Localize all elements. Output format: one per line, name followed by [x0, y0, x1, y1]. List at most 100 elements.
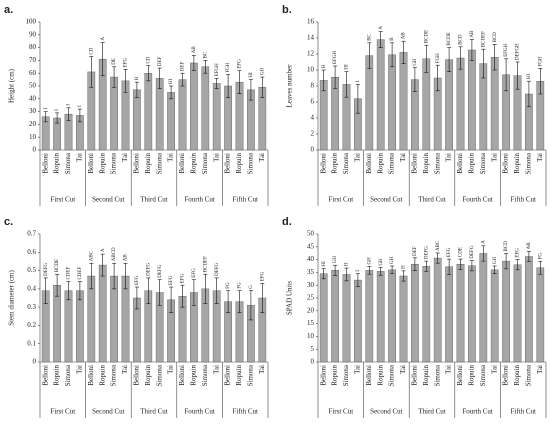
significance-letter: GH [413, 58, 418, 66]
bar [64, 290, 73, 363]
significance-letter: H [402, 265, 407, 269]
significance-letter: A [101, 248, 106, 252]
y-tick-label: 16 [307, 18, 315, 26]
y-tick-label: 35 [307, 268, 315, 276]
significance-letter: EFG [135, 275, 140, 285]
group-label: Third Cut [418, 196, 445, 204]
bar [388, 269, 396, 363]
bar [201, 66, 210, 151]
x-tick-label: Belloni [502, 365, 510, 386]
significance-letter: DEFG [146, 262, 151, 275]
y-axis-label: Stem diameter (cm) [8, 270, 16, 326]
bar [490, 57, 499, 151]
y-tick-label: 70 [29, 56, 37, 64]
y-tick-label: 6 [311, 98, 315, 106]
y-tick-label: 4 [311, 114, 315, 122]
significance-letter: DEF [158, 56, 163, 66]
group-label: Second Cut [370, 196, 403, 204]
significance-letter: CDE [459, 247, 464, 257]
bar [212, 83, 221, 151]
significance-letter: EFGH [333, 51, 338, 64]
y-tick-label: 40 [307, 255, 315, 263]
significance-letter: EFGH [504, 43, 509, 56]
significance-letter: I [55, 109, 60, 111]
x-tick-label: Simona [342, 364, 350, 386]
group-label: Third Cut [140, 196, 167, 204]
group-label: First Cut [50, 408, 75, 416]
significance-letter: BC [367, 33, 372, 40]
x-tick-label: Tai [445, 153, 453, 162]
panel-label: c. [4, 216, 13, 228]
x-tick-label: Simona [155, 152, 163, 174]
bar [155, 78, 164, 151]
y-tick-label: 0.7 [27, 230, 36, 238]
y-tick-label: 90 [29, 30, 37, 38]
x-tick-label: Ropuin [235, 365, 243, 386]
x-tick-label: Tai [212, 365, 220, 374]
x-tick-label: Tai [399, 153, 407, 162]
significance-letter: I [78, 105, 83, 107]
group-label: Second Cut [92, 196, 125, 204]
x-tick-label: Simona [155, 364, 163, 386]
bar [468, 265, 476, 363]
x-tick-label: Belloni [178, 365, 186, 386]
y-tick-label: 45 [307, 242, 315, 250]
significance-letter: BCDEF [203, 256, 208, 272]
significance-letter: GH [379, 258, 384, 266]
bar [319, 273, 328, 363]
group-label: Second Cut [370, 408, 403, 416]
bar [167, 92, 175, 151]
x-tick-label: Belloni [456, 153, 464, 174]
y-tick-label: 0.3 [27, 303, 36, 311]
significance-letter: DEF [181, 62, 186, 72]
x-tick-label: Belloni [133, 153, 141, 174]
group-label: Fifth Cut [510, 408, 536, 416]
significance-letter: DEFG [44, 262, 49, 275]
panel-label: a. [4, 4, 13, 16]
x-tick-label: Ropuin [144, 365, 152, 386]
bar [110, 76, 118, 151]
significance-letter: ABC [89, 250, 94, 261]
significance-letter: HI [345, 64, 350, 70]
x-tick-label: Simona [201, 364, 209, 386]
bar [399, 52, 408, 151]
bar [490, 269, 499, 363]
y-tick-label: 15 [307, 319, 315, 327]
group-label: Fourth Cut [184, 408, 215, 416]
x-tick-label: Simona [388, 152, 396, 174]
bar [376, 271, 385, 363]
significance-letter: DEFG [424, 246, 429, 259]
y-tick-label: 50 [307, 230, 315, 238]
x-tick-label: Ropuin [331, 365, 339, 386]
x-tick-label: Simona [201, 152, 209, 174]
x-tick-label: Belloni [319, 153, 327, 174]
bar [365, 55, 374, 151]
x-tick-label: Ropuin [422, 153, 430, 174]
x-tick-label: Belloni [319, 365, 327, 386]
x-tick-label: Simona [247, 364, 255, 386]
significance-letter: I [356, 270, 361, 272]
x-tick-label: Ropuin [190, 153, 198, 174]
y-tick-label: 40 [29, 94, 37, 102]
group-label: Third Cut [418, 408, 445, 416]
x-tick-label: Tai [490, 153, 498, 162]
bar [536, 267, 545, 363]
x-tick-label: Belloni [365, 365, 373, 386]
x-tick-label: Simona [342, 152, 350, 174]
x-tick-label: Simona [479, 152, 487, 174]
bar [456, 57, 465, 151]
x-tick-label: Ropuin [53, 153, 61, 174]
x-tick-label: Tai [212, 153, 220, 162]
y-tick-label: 5 [311, 345, 315, 353]
x-tick-label: Ropuin [98, 153, 106, 174]
significance-letter: HI [527, 74, 532, 80]
x-tick-label: Belloni [411, 365, 419, 386]
significance-letter: BCDE [424, 30, 429, 43]
x-tick-label: Simona [110, 364, 118, 386]
y-tick-label: 0.2 [27, 321, 36, 329]
significance-letter: EFG [516, 248, 521, 258]
significance-letter: I [356, 80, 361, 82]
group-label: Third Cut [140, 408, 167, 416]
significance-letter: EFG [447, 247, 452, 257]
